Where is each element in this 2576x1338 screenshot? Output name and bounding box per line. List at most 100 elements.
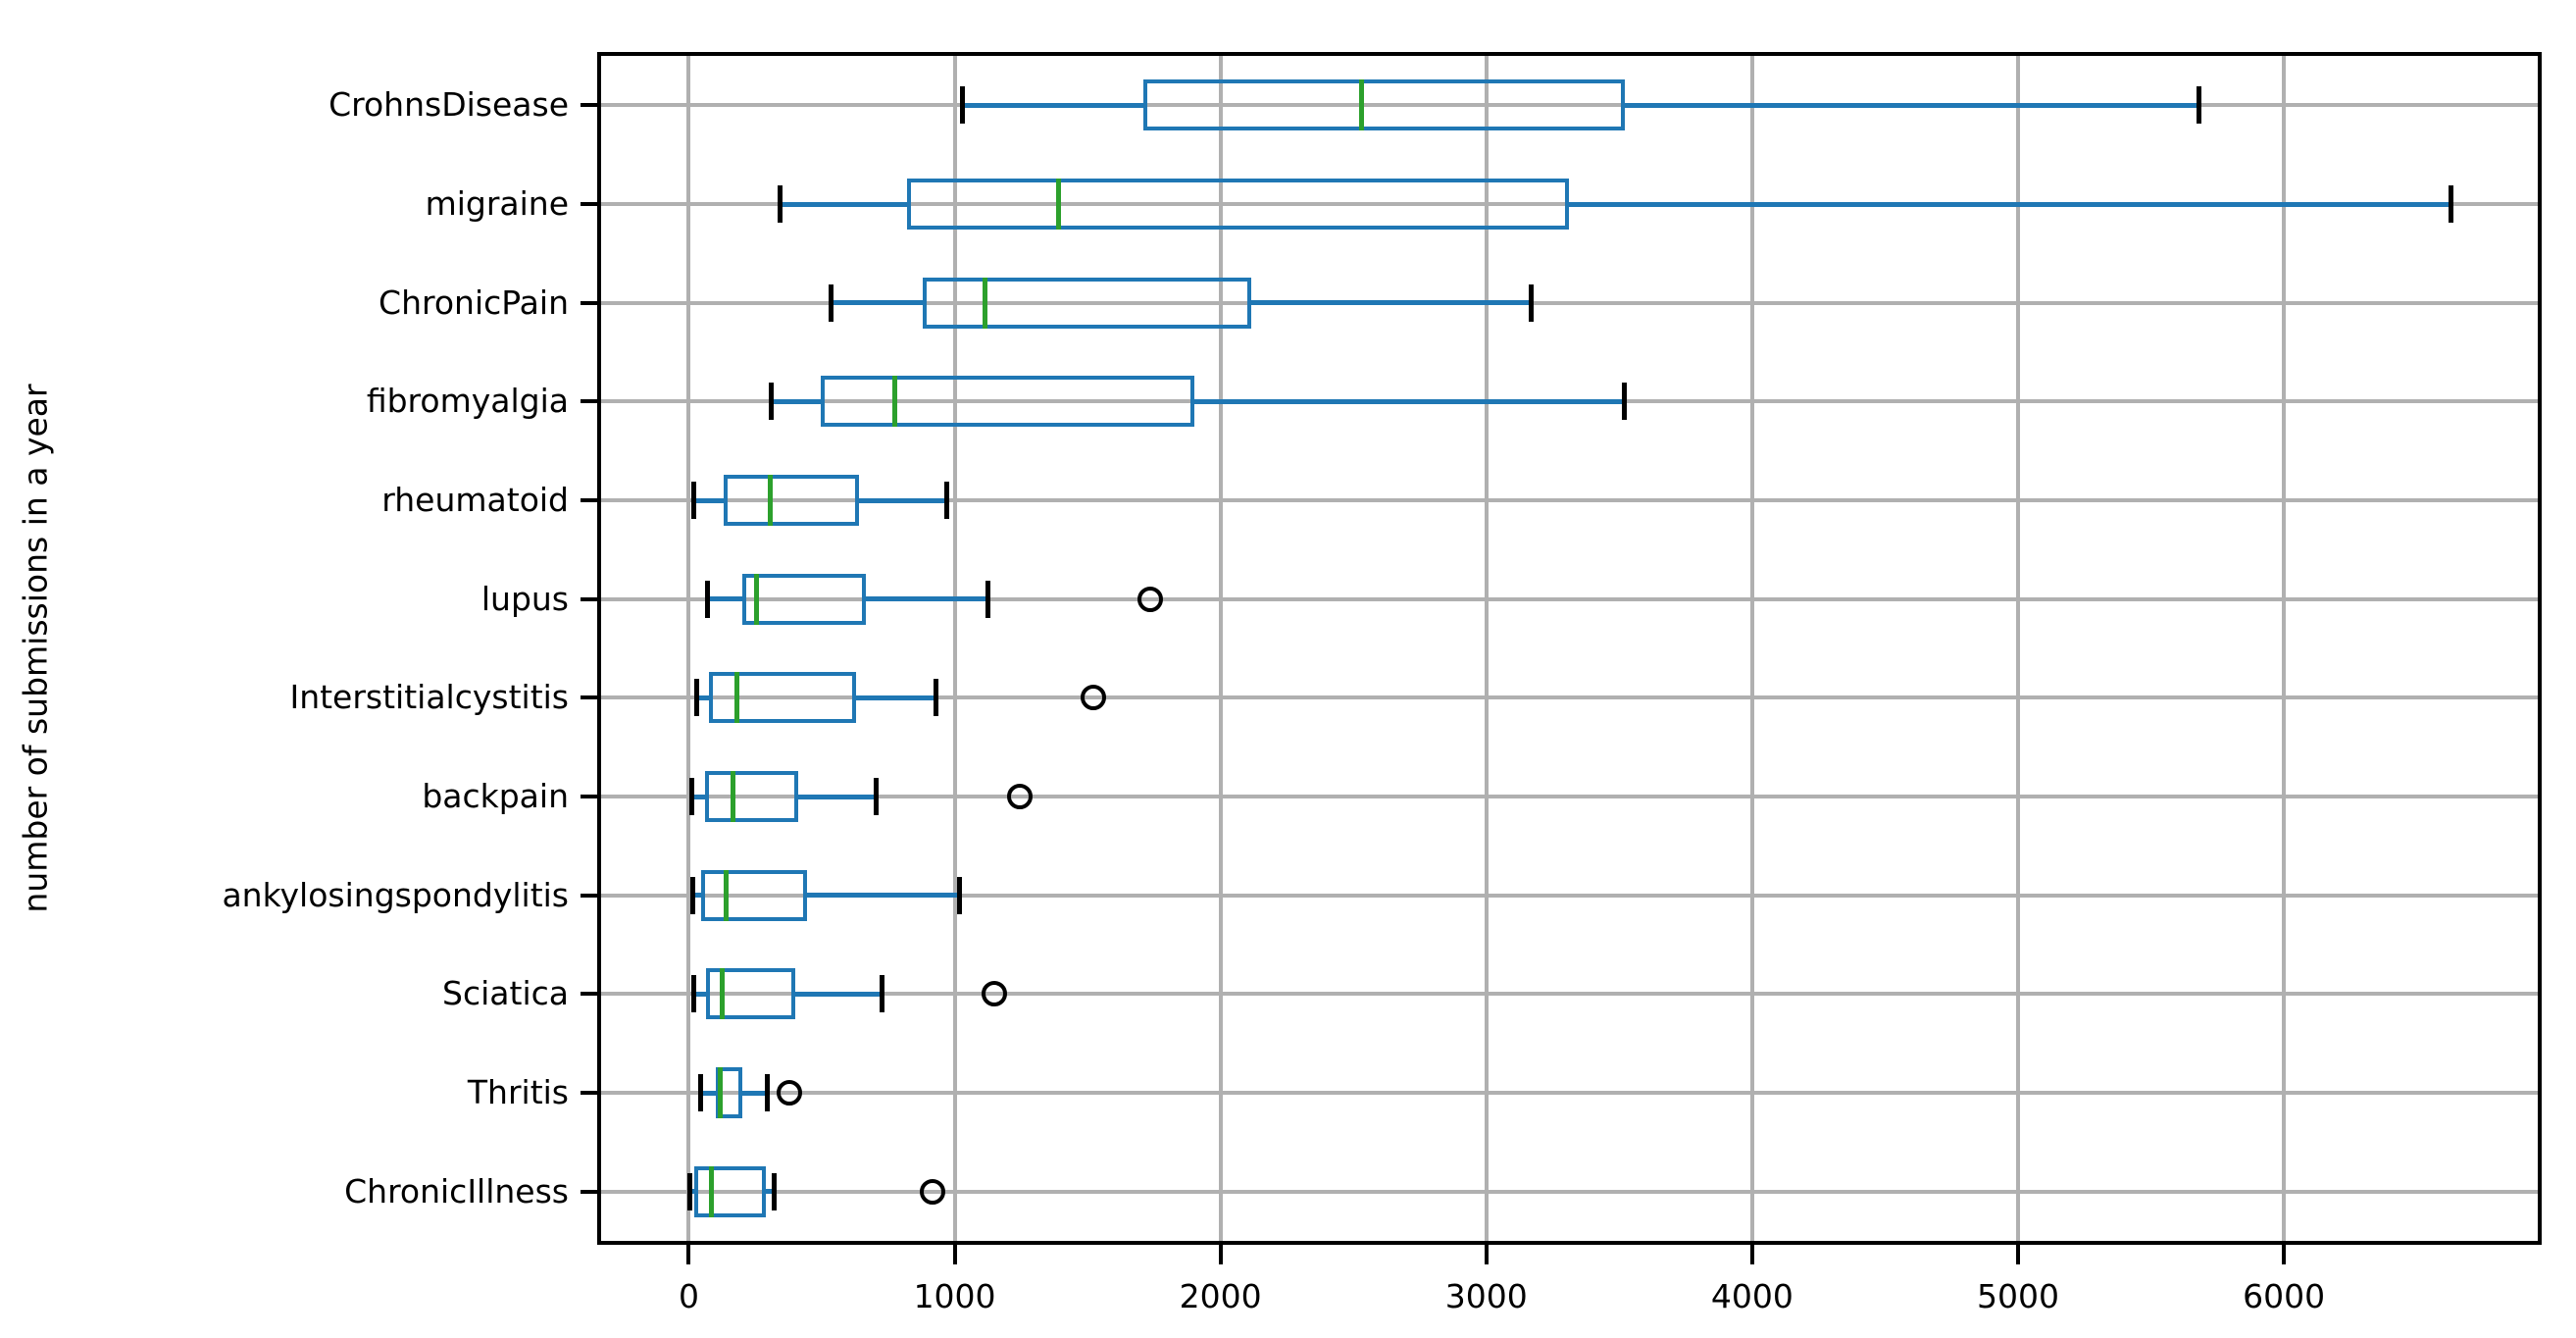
y-tick xyxy=(581,893,597,898)
category-label: migraine xyxy=(425,184,569,223)
box xyxy=(723,475,859,526)
box xyxy=(1143,79,1625,131)
outlier-marker xyxy=(919,1178,945,1205)
category-label: ChronicIllness xyxy=(344,1171,569,1210)
y-tick xyxy=(581,1189,597,1194)
outlier-marker xyxy=(777,1080,803,1106)
median-line xyxy=(719,968,725,1020)
whisker-low xyxy=(771,398,821,404)
whisker-high xyxy=(766,1189,775,1195)
x-gridline xyxy=(1484,56,1489,1241)
median-line xyxy=(767,475,773,526)
y-gridline xyxy=(601,498,2538,502)
whisker-cap-low xyxy=(687,1172,693,1210)
whisker-high xyxy=(1193,398,1625,404)
median-line xyxy=(730,771,735,822)
y-tick xyxy=(581,795,597,798)
whisker-high xyxy=(858,497,947,503)
category-label: Sciatica xyxy=(442,974,569,1013)
y-gridline xyxy=(601,992,2538,997)
y-gridline xyxy=(601,300,2538,305)
whisker-high xyxy=(1568,201,2451,207)
x-tick-label: 2000 xyxy=(1179,1277,1262,1315)
whisker-high xyxy=(807,893,960,899)
box xyxy=(706,968,795,1020)
x-gridline xyxy=(686,56,691,1241)
outlier-marker xyxy=(1006,784,1033,809)
outlier-marker xyxy=(982,981,1008,1007)
x-tick-label: 3000 xyxy=(1444,1277,1528,1315)
whisker-cap-low xyxy=(691,482,697,519)
box xyxy=(741,573,866,625)
x-tick xyxy=(1218,1245,1223,1264)
whisker-high xyxy=(794,991,882,997)
category-label: ankylosingspondylitis xyxy=(222,875,569,914)
median-line xyxy=(733,672,739,724)
category-label: Interstitialcystitis xyxy=(289,678,569,717)
whisker-low xyxy=(700,1090,716,1096)
outlier-marker xyxy=(1080,685,1106,711)
category-label: fibromyalgia xyxy=(366,382,569,421)
category-label: ChronicPain xyxy=(379,283,569,322)
whisker-high xyxy=(741,1090,768,1096)
median-line xyxy=(709,1165,714,1217)
median-line xyxy=(1055,179,1061,230)
x-tick-label: 5000 xyxy=(1976,1277,2059,1315)
x-tick xyxy=(952,1245,957,1264)
whisker-cap-high xyxy=(934,679,939,717)
category-label: backpain xyxy=(422,777,569,815)
whisker-low xyxy=(693,497,724,503)
box xyxy=(906,179,1569,230)
plot-area xyxy=(597,52,2542,1245)
y-tick xyxy=(581,103,597,108)
whisker-cap-low xyxy=(690,876,696,914)
whisker-cap-high xyxy=(771,1172,777,1210)
whisker-low xyxy=(831,300,924,306)
whisker-cap-high xyxy=(2449,185,2454,223)
median-line xyxy=(754,573,760,625)
category-label: CrohnsDisease xyxy=(328,85,569,125)
median-line xyxy=(892,376,898,428)
median-line xyxy=(1358,79,1364,131)
x-tick-label: 6000 xyxy=(2243,1277,2326,1315)
whisker-cap-high xyxy=(879,975,884,1013)
whisker-cap-high xyxy=(1622,383,1628,421)
x-tick-label: 0 xyxy=(678,1277,699,1315)
whisker-cap-low xyxy=(698,1074,704,1111)
y-gridline xyxy=(601,596,2538,601)
whisker-low xyxy=(693,991,707,997)
outlier-marker xyxy=(1136,586,1163,612)
whisker-cap-low xyxy=(694,679,700,717)
y-tick xyxy=(581,498,597,502)
whisker-cap-low xyxy=(704,580,710,618)
y-gridline xyxy=(601,1091,2538,1095)
whisker-cap-high xyxy=(943,482,949,519)
box xyxy=(704,771,798,822)
x-gridline xyxy=(1218,56,1223,1241)
box xyxy=(700,869,808,921)
median-line xyxy=(723,869,729,921)
whisker-high xyxy=(797,794,877,799)
y-tick xyxy=(581,202,597,206)
category-label: Thritis xyxy=(467,1073,569,1111)
x-tick xyxy=(1484,1245,1489,1264)
box xyxy=(820,376,1194,428)
whisker-cap-low xyxy=(688,778,694,815)
whisker-high xyxy=(865,596,988,602)
whisker-low xyxy=(707,596,742,602)
whisker-low xyxy=(692,893,701,899)
x-tick-label: 4000 xyxy=(1710,1277,1793,1315)
box xyxy=(708,672,857,724)
y-gridline xyxy=(601,893,2538,898)
y-axis-label: number of submissions in a year xyxy=(16,384,55,913)
x-gridline xyxy=(952,56,957,1241)
x-tick-label: 1000 xyxy=(913,1277,996,1315)
whisker-cap-low xyxy=(960,86,966,125)
x-tick xyxy=(2015,1245,2020,1264)
whisker-cap-high xyxy=(764,1074,770,1111)
whisker-low xyxy=(691,794,705,799)
whisker-low xyxy=(780,201,907,207)
y-gridline xyxy=(601,795,2538,798)
median-line xyxy=(718,1067,724,1118)
